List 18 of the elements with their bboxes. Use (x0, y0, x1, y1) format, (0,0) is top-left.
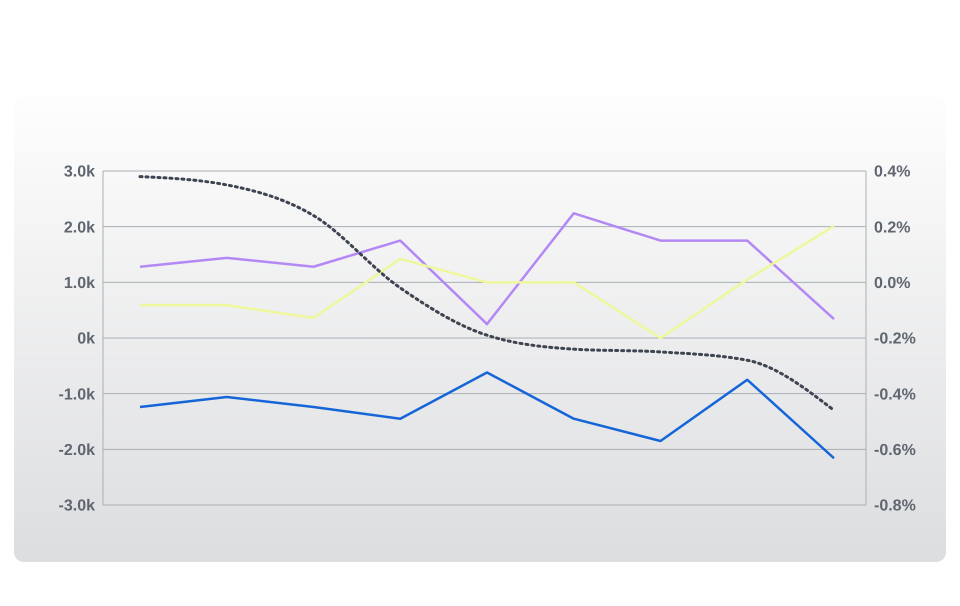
y2-tick-label: -0.2% (874, 330, 916, 348)
line-series (138, 371, 836, 460)
y2-tick-label: 0.0% (874, 275, 910, 292)
y2-tick-label: -0.6% (874, 442, 916, 460)
y-tick-label: -2.0k (58, 442, 96, 460)
line-series (138, 224, 836, 340)
line-series (138, 212, 836, 326)
y-tick-label: 1.0k (64, 275, 96, 292)
y-tick-label: 3.0k (64, 164, 96, 181)
y2-tick-label: -0.8% (874, 498, 916, 515)
y-tick-label: 2.0k (64, 219, 96, 236)
y-tick-label: 0k (77, 330, 96, 348)
y-tick-label: -3.0k (58, 498, 96, 515)
y2-tick-label: -0.4% (874, 386, 916, 404)
y2-tick-label: 0.2% (874, 219, 910, 236)
y-tick-label: -1.0k (58, 386, 96, 404)
y2-tick-label: 0.4% (874, 164, 910, 181)
line-series (138, 175, 836, 412)
